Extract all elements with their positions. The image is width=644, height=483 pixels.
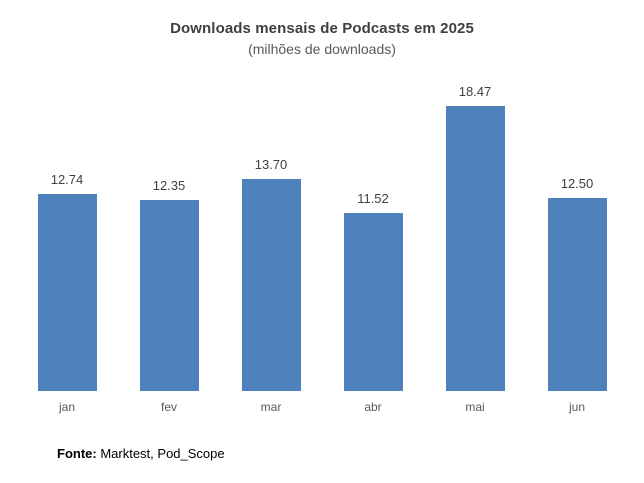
bar bbox=[37, 194, 97, 391]
x-axis-label: abr bbox=[364, 400, 382, 414]
bar-value-label: 12.35 bbox=[152, 178, 186, 193]
x-axis-label: jun bbox=[568, 400, 585, 414]
x-axis-label: fev bbox=[160, 400, 177, 414]
source-note: Fonte: Marktest, Pod_Scope bbox=[57, 446, 225, 461]
x-axis-label: mar bbox=[260, 400, 282, 414]
bar bbox=[343, 213, 403, 391]
chart-subtitle: (milhões de downloads) bbox=[248, 41, 396, 57]
bar-value-label: 13.70 bbox=[254, 157, 288, 172]
bar-column: 12.50 bbox=[526, 80, 628, 391]
x-axis-label: mai bbox=[465, 400, 485, 414]
source-label: Fonte: bbox=[57, 446, 97, 461]
bar-column: 13.70 bbox=[220, 80, 322, 391]
bar bbox=[445, 106, 505, 391]
bar bbox=[139, 200, 199, 391]
plot-area: 12.74 12.35 13.70 11.52 18.47 12.50 bbox=[16, 80, 628, 391]
bar bbox=[547, 198, 607, 391]
bar-column: 18.47 bbox=[424, 80, 526, 391]
bar-column: 11.52 bbox=[322, 80, 424, 391]
chart-title: Downloads mensais de Podcasts em 2025 bbox=[170, 20, 474, 37]
bar-value-label: 12.74 bbox=[50, 172, 84, 187]
x-axis: jan fev mar abr mai jun bbox=[16, 400, 628, 414]
x-axis-label: jan bbox=[58, 400, 75, 414]
bar-value-label: 18.47 bbox=[458, 84, 492, 99]
bar-column: 12.35 bbox=[118, 80, 220, 391]
bar-value-label: 11.52 bbox=[357, 191, 389, 206]
bar bbox=[241, 179, 301, 391]
bar-value-label: 12.50 bbox=[560, 176, 594, 191]
bar-column: 12.74 bbox=[16, 80, 118, 391]
source-text: Marktest, Pod_Scope bbox=[96, 446, 225, 461]
